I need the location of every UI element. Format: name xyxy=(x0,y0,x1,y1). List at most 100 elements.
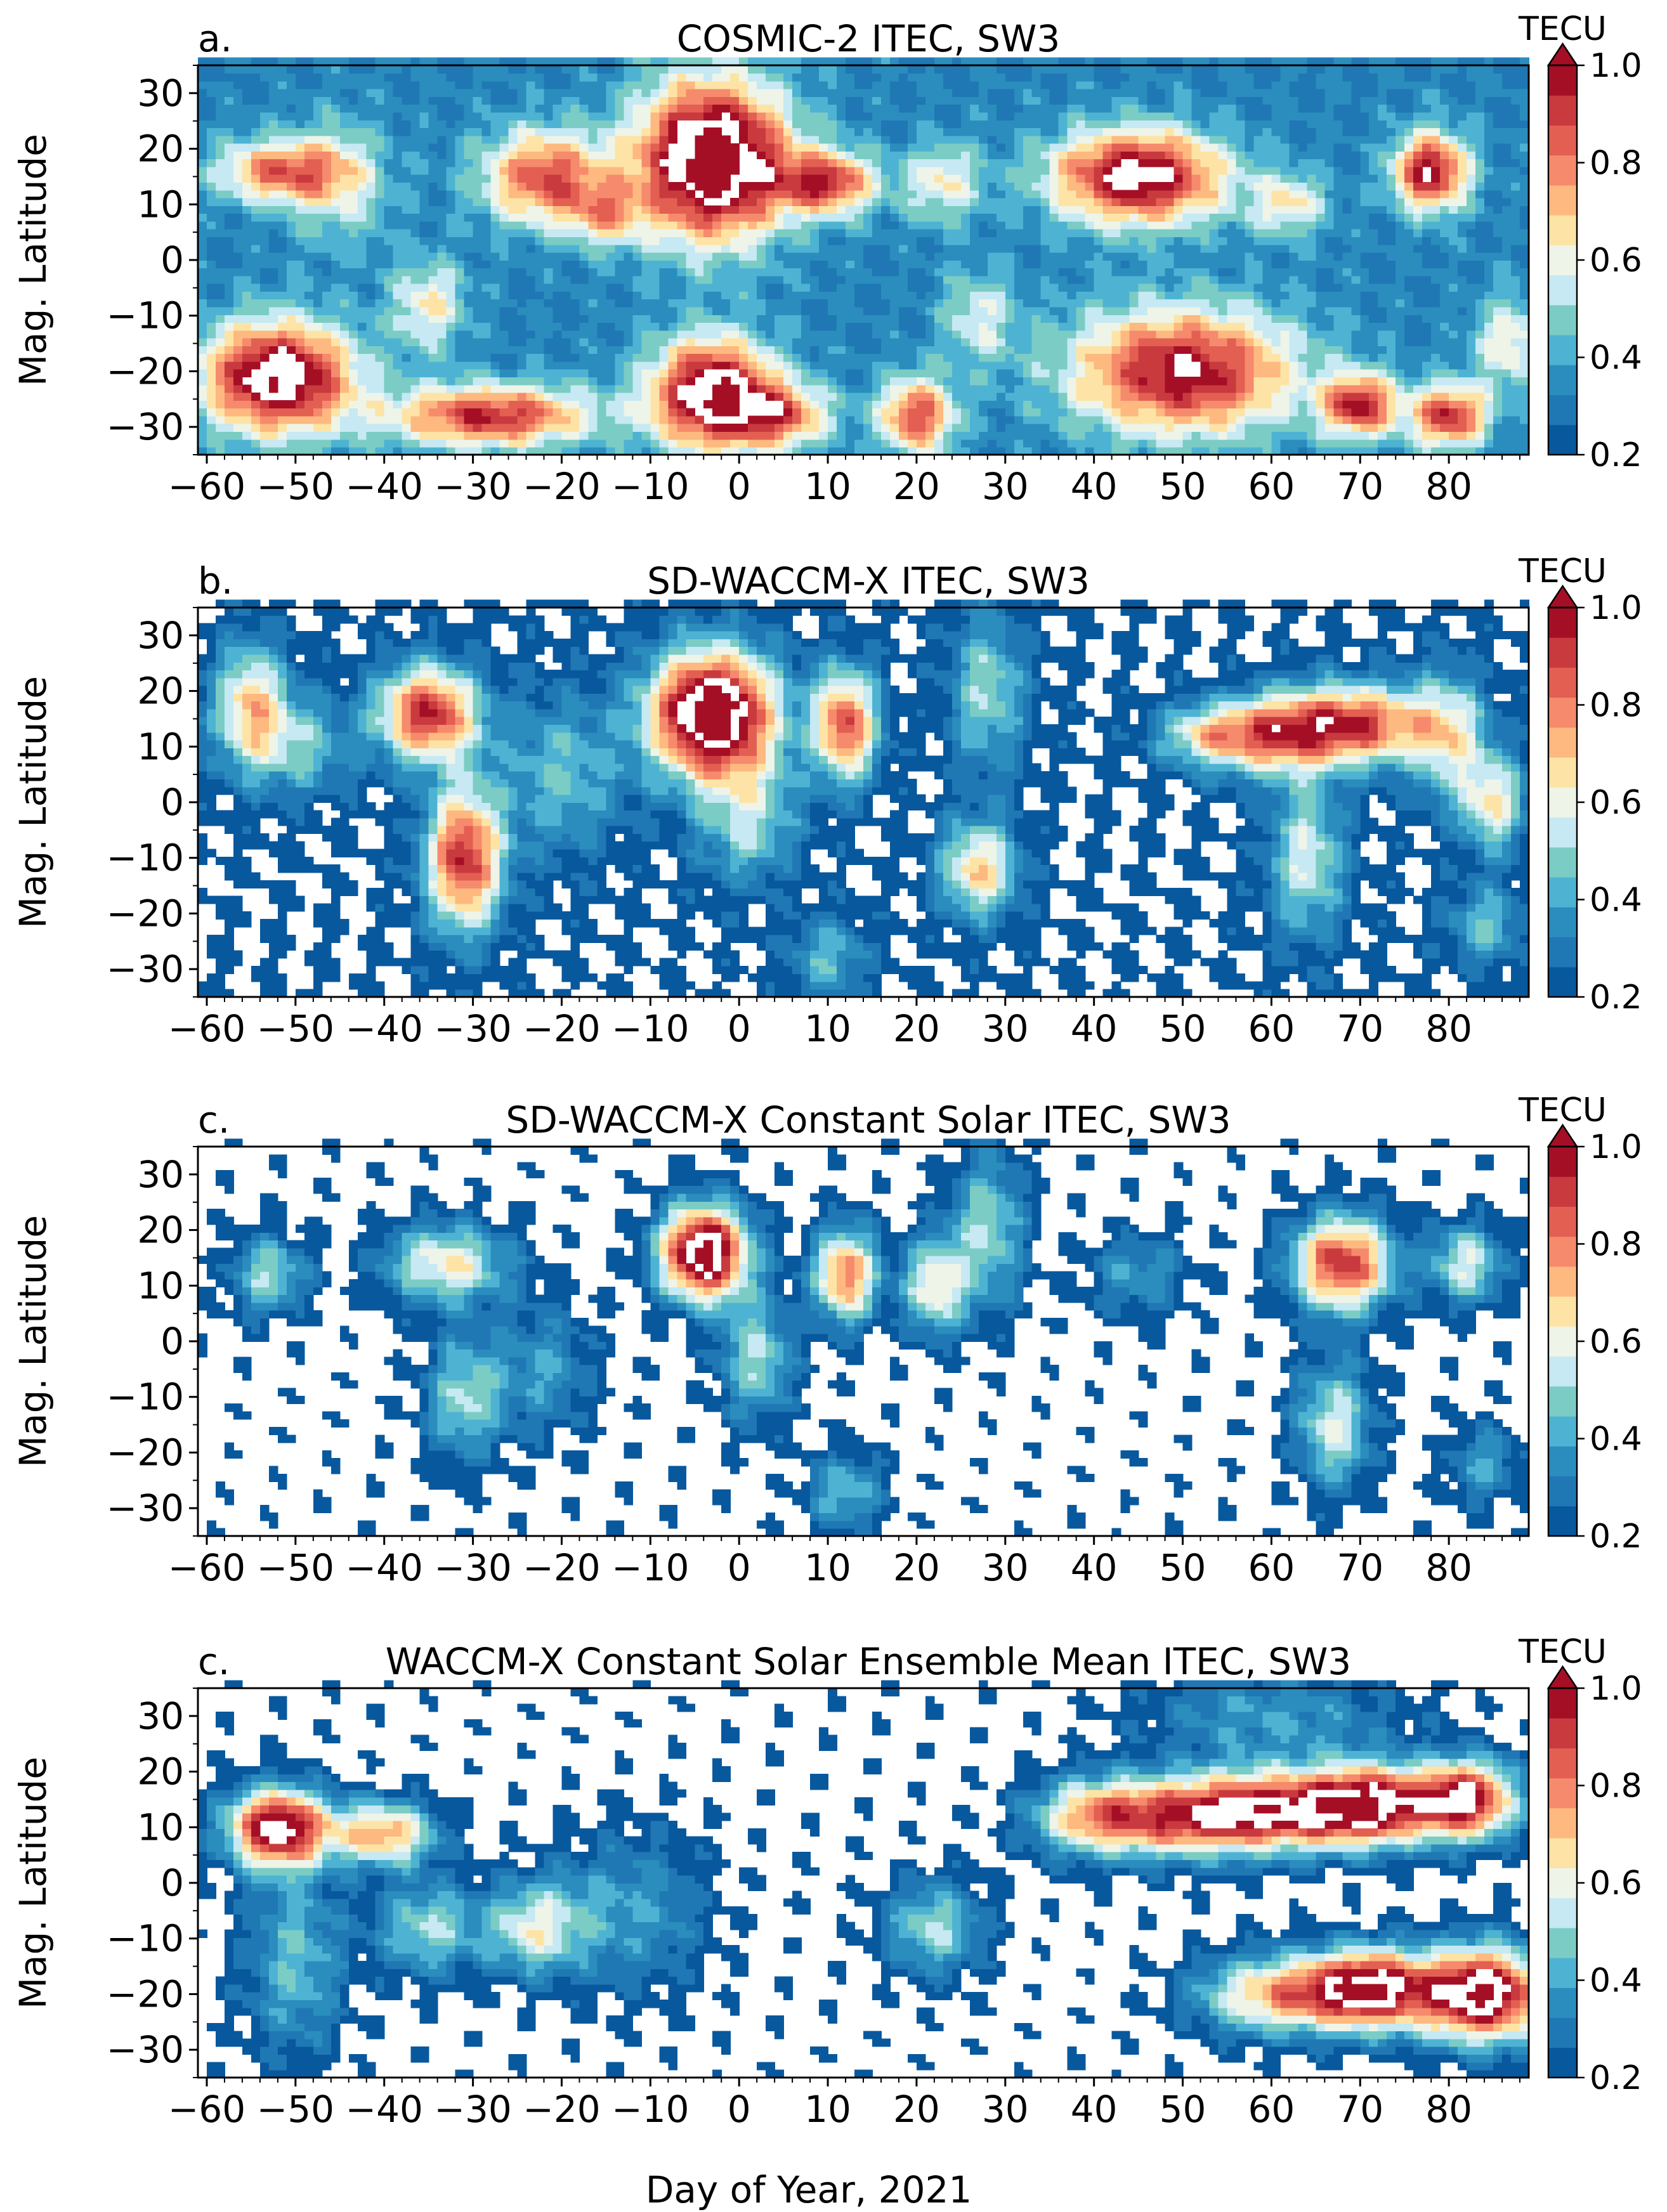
contour-cell xyxy=(996,112,1006,120)
contour-cell xyxy=(854,197,864,206)
contour-cell xyxy=(473,346,483,355)
contour-cell xyxy=(1058,306,1068,315)
contour-cell xyxy=(526,127,536,136)
contour-cell xyxy=(268,283,278,292)
contour-cell xyxy=(872,221,882,230)
contour-cell xyxy=(225,361,234,370)
contour-cell xyxy=(375,377,385,386)
contour-cell xyxy=(535,260,545,269)
contour-cell xyxy=(810,88,820,97)
contour-cell xyxy=(987,368,997,377)
contour-cell xyxy=(402,213,412,222)
contour-cell xyxy=(225,346,234,355)
contour-cell xyxy=(259,205,270,214)
contour-cell xyxy=(570,244,580,253)
contour-cell xyxy=(268,120,278,129)
contour-cell xyxy=(615,73,625,82)
contour-cell xyxy=(1014,73,1024,82)
contour-cell xyxy=(1049,57,1059,66)
contour-cell xyxy=(712,244,722,253)
contour-cell xyxy=(943,182,953,191)
contour-cell xyxy=(357,190,367,198)
contour-cell xyxy=(615,151,625,160)
contour-cell xyxy=(837,244,846,253)
contour-cell xyxy=(606,423,616,432)
contour-cell xyxy=(1067,423,1077,432)
contour-cell xyxy=(481,81,492,89)
contour-cell xyxy=(828,330,837,339)
contour-cell xyxy=(588,252,598,261)
contour-cell xyxy=(783,244,793,253)
contour-cell xyxy=(561,190,572,198)
contour-cell xyxy=(801,143,811,152)
contour-cell xyxy=(384,104,394,113)
contour-cell xyxy=(863,221,873,230)
contour-cell xyxy=(419,368,429,377)
contour-cell xyxy=(561,228,572,237)
contour-cell xyxy=(579,197,589,206)
contour-cell xyxy=(846,151,855,160)
contour-cell xyxy=(1005,197,1015,206)
contour-cell xyxy=(898,400,908,409)
contour-cell xyxy=(1005,337,1015,346)
contour-cell xyxy=(969,120,979,129)
contour-cell xyxy=(819,65,828,74)
contour-cell xyxy=(348,315,358,323)
contour-cell xyxy=(517,330,527,339)
contour-cell xyxy=(837,237,846,245)
contour-cell xyxy=(384,384,394,393)
contour-cell xyxy=(641,166,651,175)
contour-cell xyxy=(268,408,278,417)
contour-cell xyxy=(987,283,997,292)
contour-cell xyxy=(579,57,589,66)
contour-cell xyxy=(242,315,252,323)
contour-cell xyxy=(854,244,864,253)
contour-cell xyxy=(828,205,837,214)
contour-cell xyxy=(606,182,616,191)
contour-cell xyxy=(428,439,438,448)
contour-cell xyxy=(1023,221,1033,230)
contour-cell xyxy=(552,151,563,160)
contour-cell xyxy=(251,306,261,315)
contour-cell xyxy=(1058,88,1068,97)
contour-cell xyxy=(1023,57,1033,66)
contour-cell xyxy=(951,268,962,276)
contour-cell xyxy=(890,299,899,308)
contour-cell xyxy=(606,400,616,409)
contour-cell xyxy=(1049,252,1059,261)
contour-cell xyxy=(251,283,261,292)
contour-cell xyxy=(561,268,572,276)
contour-cell xyxy=(259,151,270,160)
contour-cell xyxy=(721,431,731,440)
contour-cell xyxy=(535,143,545,152)
contour-cell xyxy=(854,392,864,401)
contour-cell xyxy=(473,384,483,393)
contour-cell xyxy=(233,252,243,261)
contour-cell xyxy=(437,361,447,370)
contour-cell xyxy=(579,73,589,82)
contour-cell xyxy=(339,96,350,105)
contour-cell xyxy=(969,361,979,370)
contour-cell xyxy=(455,346,465,355)
contour-cell xyxy=(641,330,651,339)
contour-cell xyxy=(508,213,518,222)
contour-cell xyxy=(907,112,917,120)
contour-cell xyxy=(757,252,766,261)
contour-cell xyxy=(419,423,429,432)
contour-cell xyxy=(1049,368,1059,377)
contour-cell xyxy=(775,346,784,355)
contour-cell xyxy=(898,143,908,152)
contour-cell xyxy=(1067,384,1077,393)
contour-cell xyxy=(978,346,988,355)
contour-cell xyxy=(526,213,536,222)
contour-cell xyxy=(863,299,873,308)
contour-cell xyxy=(428,260,438,269)
contour-cell xyxy=(712,213,722,222)
contour-cell xyxy=(437,88,447,97)
contour-cell xyxy=(801,291,811,300)
contour-cell xyxy=(632,377,643,386)
contour-cell xyxy=(393,415,403,424)
contour-cell xyxy=(428,322,438,331)
contour-cell xyxy=(828,299,837,308)
contour-cell xyxy=(330,337,341,346)
